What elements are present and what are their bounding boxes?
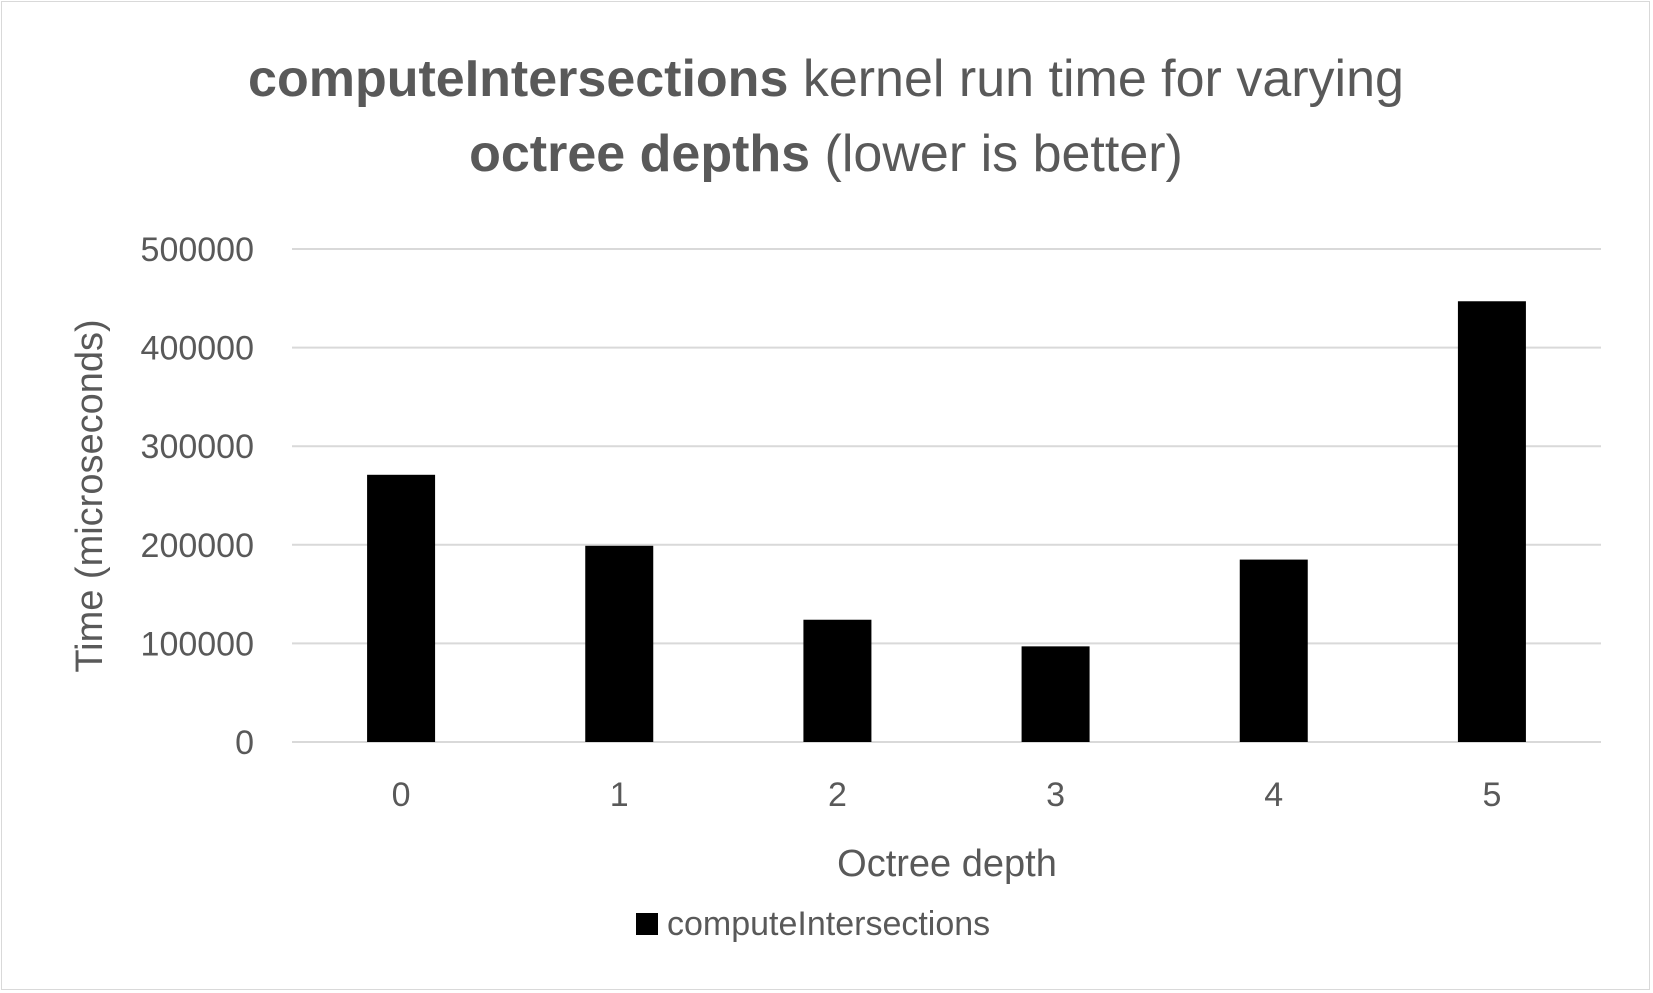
legend-swatch [636,913,658,935]
x-axis-title: Octree depth [837,843,1057,885]
x-tick-label: 4 [1264,776,1283,814]
y-tick-label: 400000 [141,330,254,368]
bar-1 [585,545,654,742]
y-tick-label: 200000 [141,527,254,565]
y-axis-ticks: 0 100000 200000 300000 400000 500000 [141,231,254,762]
x-tick-label: 5 [1482,776,1501,814]
bar-0 [367,474,436,742]
legend: computeIntersections [636,905,990,943]
bar-3 [1021,646,1090,742]
y-axis-title: Time (microseconds) [69,319,111,672]
bars [367,301,1526,742]
x-tick-label: 3 [1046,776,1065,814]
chart-title-part-3: (lower is better) [810,125,1183,183]
chart-title-part-0: computeIntersections [248,50,788,108]
bar-5 [1457,301,1526,742]
x-tick-label: 1 [610,776,629,814]
y-tick-label: 300000 [141,428,254,466]
y-tick-label: 0 [235,724,254,762]
chart-title-line-2: octree depths (lower is better) [469,125,1183,183]
y-tick-label: 500000 [141,231,254,269]
chart-title-line-1: computeIntersections kernel run time for… [248,50,1404,108]
y-tick-label: 100000 [141,625,254,663]
x-tick-label: 0 [392,776,411,814]
gridlines [292,248,1601,743]
bar-2 [803,619,872,742]
x-tick-label: 2 [828,776,847,814]
chart-title-part-1: kernel run time for varying [788,50,1404,108]
chart-title-part-2: octree depths [469,125,810,183]
legend-label: computeIntersections [667,905,990,943]
x-axis-ticks: 0 1 2 3 4 5 [392,776,1502,814]
bar-4 [1239,559,1308,742]
